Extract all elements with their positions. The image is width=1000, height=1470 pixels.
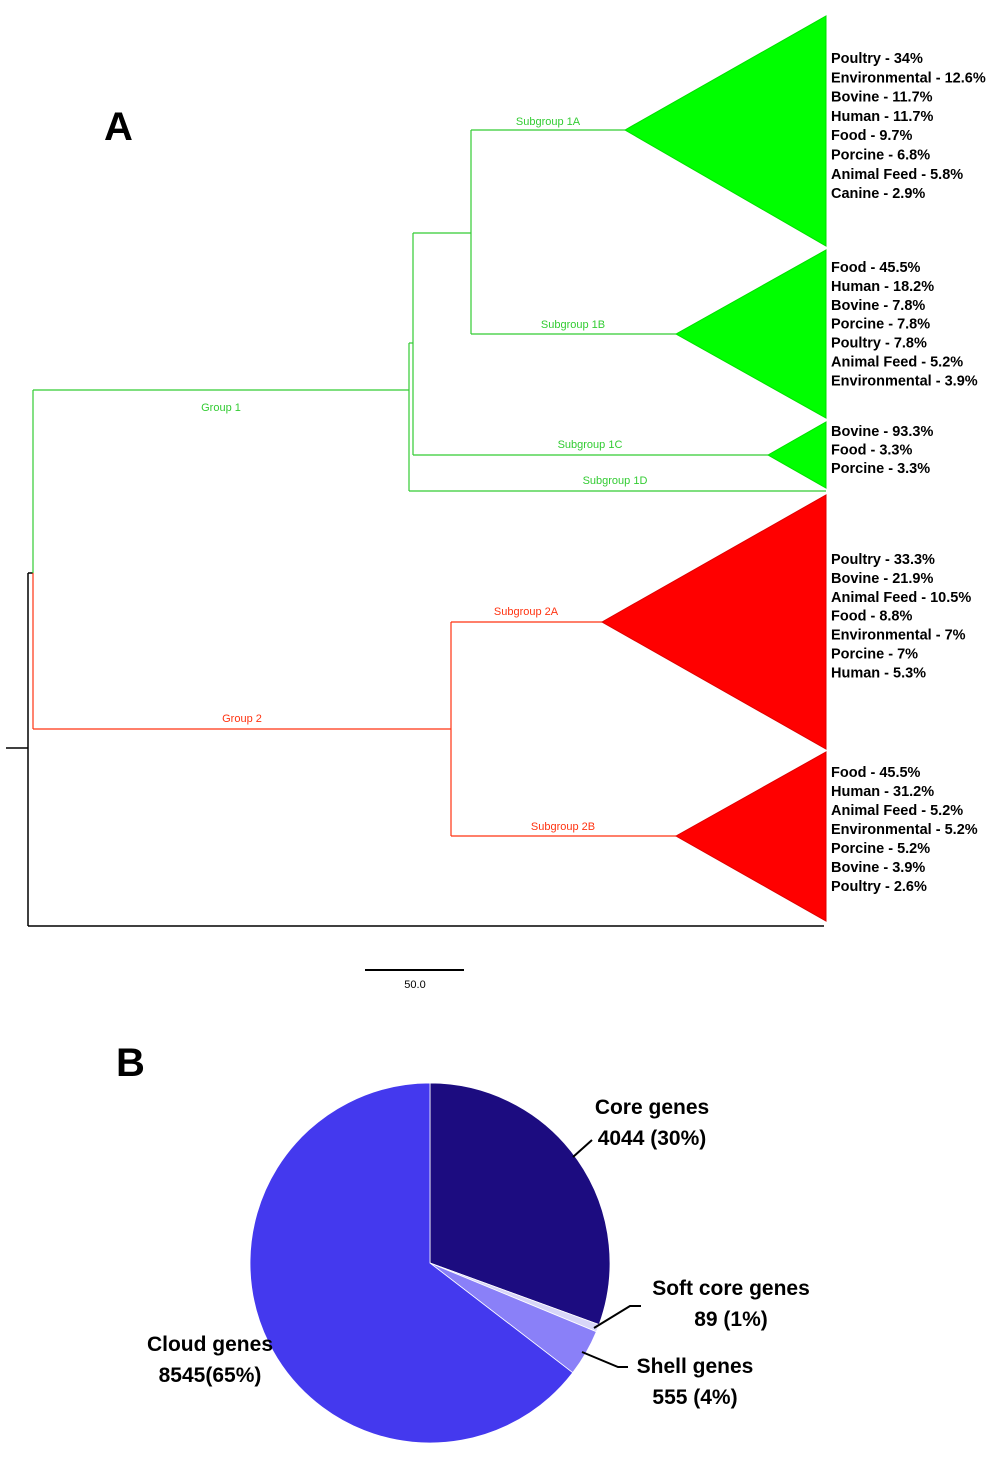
composition-entry: Human - 31.2% [831, 784, 934, 800]
composition-entry: Canine - 2.9% [831, 186, 925, 202]
composition-entry: Food - 9.7% [831, 128, 912, 144]
composition-entry: Environmental - 3.9% [831, 373, 978, 389]
subgroup2b-triangle [674, 751, 827, 922]
composition-entry: Porcine - 5.2% [831, 841, 930, 857]
composition-entry: Poultry - 34% [831, 51, 923, 67]
subgroup1a-composition: Poultry - 34% Environmental - 12.6% Bovine… [831, 51, 986, 202]
composition-entry: Bovine - 93.3% [831, 424, 933, 440]
cloud-genes-label: Cloud genes [147, 1333, 273, 1356]
subgroup1c-label: Subgroup 1C [558, 439, 623, 451]
scale-bar-label: 50.0 [404, 979, 425, 991]
subgroup2a-triangle [600, 494, 827, 750]
group1-branches [32, 129, 826, 573]
shell-genes-value: 555 (4%) [652, 1386, 737, 1409]
composition-entry: Animal Feed - 5.2% [831, 355, 963, 371]
subgroup2b-label: Subgroup 2B [531, 821, 595, 833]
subgroup1b-triangle [674, 249, 827, 419]
cloud-genes-value: 8545(65%) [159, 1364, 262, 1387]
composition-entry: Environmental - 12.6% [831, 70, 986, 86]
subgroup2a-label: Subgroup 2A [494, 606, 559, 618]
composition-entry: Food - 45.5% [831, 765, 921, 781]
subgroup2b-composition: Food - 45.5% Human - 31.2% Animal Feed - 5… [831, 765, 978, 895]
root-branches [6, 572, 824, 927]
shell-genes-label: Shell genes [637, 1355, 754, 1378]
subgroup1c-triangle [766, 421, 827, 489]
group2-branches [32, 573, 676, 837]
soft-core-leader [593, 1305, 641, 1329]
composition-entry: Poultry - 7.8% [831, 336, 927, 352]
subgroup1c-composition: Bovine - 93.3% Food - 3.3% Porcine - 3.3% [831, 424, 933, 477]
pie-chart [249, 1082, 611, 1444]
subgroup1b-label: Subgroup 1B [541, 319, 605, 331]
composition-entry: Animal Feed - 10.5% [831, 590, 971, 606]
composition-entry: Animal Feed - 5.8% [831, 167, 963, 183]
composition-entry: Bovine - 11.7% [831, 90, 933, 106]
composition-entry: Human - 5.3% [831, 665, 926, 681]
composition-entry: Bovine - 21.9% [831, 571, 933, 587]
composition-entry: Food - 3.3% [831, 443, 912, 459]
core-genes-slice [429, 1082, 611, 1326]
group2-label: Group 2 [222, 713, 262, 725]
soft-core-genes-value: 89 (1%) [694, 1308, 768, 1331]
composition-entry: Porcine - 7% [831, 647, 918, 663]
composition-entry: Bovine - 7.8% [831, 298, 925, 314]
composition-entry: Porcine - 7.8% [831, 317, 930, 333]
composition-entry: Food - 45.5% [831, 260, 921, 276]
subgroup1a-triangle [623, 15, 827, 247]
panel-a-label: A [104, 105, 133, 149]
composition-entry: Food - 8.8% [831, 609, 912, 625]
pie-leader-lines [572, 1139, 641, 1368]
soft-core-genes-label: Soft core genes [652, 1277, 810, 1300]
dendrogram: Group 1 Subgroup 1A Subgroup 1B Subgroup… [6, 15, 986, 991]
subgroup1a-label: Subgroup 1A [516, 116, 581, 128]
composition-entry: Bovine - 3.9% [831, 860, 925, 876]
composition-entry: Porcine - 6.8% [831, 148, 930, 164]
shell-genes-leader [581, 1351, 628, 1368]
cloud-genes-slice [249, 1082, 574, 1444]
composition-entry: Poultry - 2.6% [831, 879, 927, 895]
core-genes-label: Core genes [595, 1096, 709, 1119]
core-genes-leader [572, 1139, 593, 1158]
composition-entry: Poultry - 33.3% [831, 552, 935, 568]
core-genes-value: 4044 (30%) [598, 1127, 707, 1150]
group1-label: Group 1 [201, 402, 241, 414]
composition-entry: Environmental - 5.2% [831, 822, 978, 838]
composition-entry: Environmental - 7% [831, 628, 966, 644]
panel-b-label: B [116, 1041, 145, 1085]
subgroup2a-composition: Poultry - 33.3% Bovine - 21.9% Animal Feed… [831, 552, 971, 681]
composition-entry: Porcine - 3.3% [831, 461, 930, 477]
subgroup1b-composition: Food - 45.5% Human - 18.2% Bovine - 7.8% Po… [831, 260, 978, 389]
subgroup1d-label: Subgroup 1D [583, 475, 648, 487]
composition-entry: Human - 11.7% [831, 109, 933, 125]
composition-entry: Human - 18.2% [831, 279, 934, 295]
composition-entry: Animal Feed - 5.2% [831, 803, 963, 819]
